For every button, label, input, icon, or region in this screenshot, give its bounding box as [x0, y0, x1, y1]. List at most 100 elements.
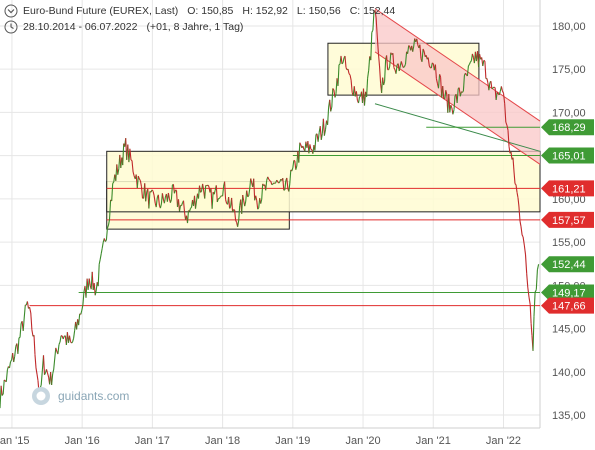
price-segment	[170, 185, 173, 200]
price-segment	[462, 75, 465, 92]
price-segment	[51, 373, 54, 385]
y-tick-label: 180,00	[552, 21, 586, 33]
price-segment	[452, 109, 455, 115]
price-segment	[55, 347, 58, 352]
price-segment	[368, 56, 371, 71]
price-segment	[107, 219, 111, 226]
price-segment	[273, 182, 276, 184]
price-segment	[257, 207, 260, 210]
price-segment	[501, 90, 504, 94]
price-segment	[244, 201, 247, 207]
x-tick-label: Jan '17	[135, 435, 170, 447]
x-axis: Jan '15 Jan '16 Jan '17 Jan '18 Jan '19 Jan '…	[0, 435, 521, 447]
price-segment	[428, 65, 431, 68]
price-segment	[265, 180, 268, 191]
price-segment	[222, 186, 225, 197]
price-segment	[231, 197, 234, 213]
price-segment	[367, 70, 370, 79]
price-segment	[242, 194, 245, 201]
price-segment	[104, 239, 107, 242]
price-segment	[136, 175, 139, 189]
price-segment	[216, 198, 219, 203]
price-tag-red: 147,66	[541, 297, 594, 314]
price-segment	[106, 224, 110, 229]
price-segment	[437, 74, 441, 89]
x-tick-label: Jan '19	[275, 435, 310, 447]
price-segment	[516, 192, 519, 198]
price-segment	[519, 220, 522, 227]
price-segment	[132, 171, 135, 176]
guidants-watermark: guidants.com	[32, 387, 129, 405]
channel-upper-line	[374, 8, 541, 122]
x-tick-label: Jan '22	[486, 435, 521, 447]
price-segment	[178, 205, 182, 212]
price-segment	[502, 93, 506, 104]
price-tag-shape	[541, 147, 594, 164]
price-segment	[533, 292, 536, 317]
price-segment	[161, 193, 164, 200]
price-segment	[138, 178, 141, 181]
price-segment	[423, 51, 426, 57]
price-segment	[218, 196, 221, 199]
chart-header: Euro-Bund Future (EUREX, Last) O: 150,85…	[4, 3, 395, 35]
price-segment	[286, 177, 289, 189]
price-segment	[378, 65, 382, 84]
y-tick-label: 170,00	[552, 107, 586, 119]
price-segment	[98, 259, 101, 265]
price-segment	[530, 323, 533, 336]
price-segment	[309, 144, 312, 150]
price-segment	[5, 369, 8, 382]
price-segment	[522, 236, 525, 246]
price-segment	[33, 335, 36, 355]
price-segment	[529, 304, 532, 324]
price-segment	[288, 183, 291, 192]
price-segment	[496, 91, 499, 95]
price-segment	[404, 51, 408, 65]
price-segment	[139, 180, 143, 187]
price-segment	[498, 91, 501, 96]
price-segment	[151, 189, 154, 192]
price-segment	[517, 197, 520, 207]
price-segment	[377, 53, 381, 66]
price-segment	[57, 344, 60, 355]
price-segment	[526, 273, 529, 288]
price-segment	[253, 178, 256, 201]
price-segment	[292, 160, 295, 169]
x-tick-label: Jan '16	[65, 435, 100, 447]
price-segment	[19, 323, 22, 338]
price-segment	[73, 330, 76, 339]
price-segment	[510, 151, 513, 160]
price-segment	[1, 393, 4, 396]
price-segment	[464, 72, 467, 76]
price-segment	[427, 57, 430, 66]
price-segment	[152, 191, 155, 196]
price-segment	[331, 88, 334, 108]
price-segment	[299, 142, 302, 146]
price-segment	[172, 184, 175, 194]
price-segment	[507, 130, 510, 147]
price-segment	[403, 63, 407, 67]
price-segment	[466, 65, 469, 77]
chevron-down-icon[interactable]	[4, 4, 18, 18]
price-segment	[430, 62, 433, 69]
price-segment	[155, 197, 158, 208]
price-segment	[386, 55, 389, 70]
price-segment	[291, 167, 294, 172]
price-segment	[14, 346, 17, 357]
price-segment	[388, 66, 391, 70]
price-segment	[500, 86, 503, 92]
date-range: 28.10.2014 - 06.07.2022	[23, 21, 138, 33]
price-segment	[486, 78, 489, 84]
price-segment	[407, 45, 410, 54]
clock-icon[interactable]	[4, 20, 18, 34]
price-segment	[220, 195, 222, 198]
price-segment	[97, 264, 100, 287]
price-segment	[298, 142, 301, 163]
price-tag-shape	[541, 211, 594, 228]
price-segment	[435, 78, 439, 84]
price-segment	[419, 44, 422, 59]
price-segment	[145, 191, 148, 202]
price-segment	[412, 46, 415, 52]
price-segment	[302, 145, 305, 150]
price-segment	[314, 134, 317, 151]
